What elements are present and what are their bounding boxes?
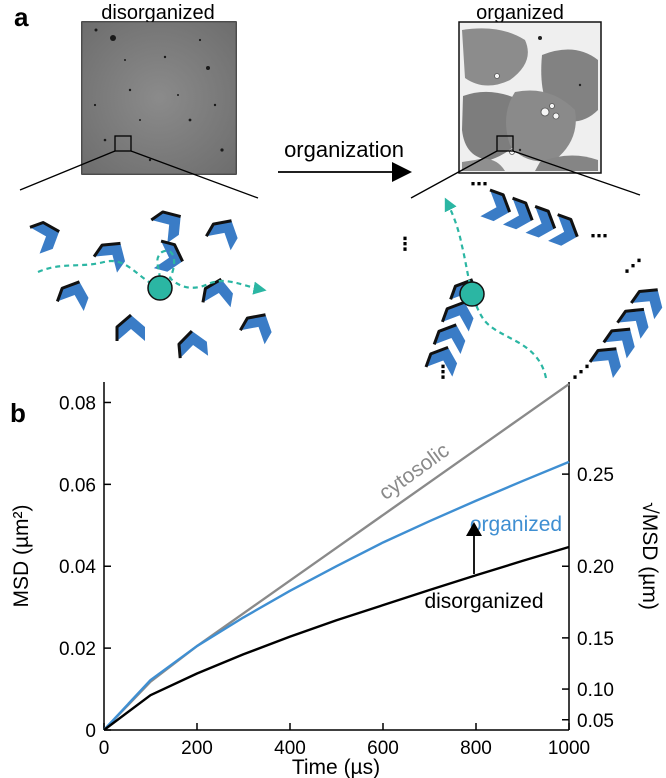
x-tick-label: 0 — [99, 738, 110, 759]
series-label-organized: organized — [470, 513, 562, 536]
increase-arrow-head — [466, 522, 482, 536]
right-micrograph-title: organized — [476, 2, 564, 24]
x-tick-label: 1000 — [548, 738, 590, 759]
disorganized-scene — [28, 203, 280, 360]
zoom-lines — [19, 150, 641, 199]
right-tick-label: 0.15 — [577, 629, 614, 650]
diffusion-path-disorganized — [37, 249, 267, 295]
polymer-dots: ⋯ — [590, 226, 608, 246]
y-tick-label: 0.06 — [59, 475, 96, 496]
disorganized-micrograph — [81, 21, 237, 175]
polymer-dots: ⋰ — [572, 362, 590, 382]
polymer-dots: ⋯ — [470, 174, 488, 194]
organized-micrograph — [458, 21, 602, 174]
right-tick-label: 0.10 — [577, 680, 614, 701]
y-tick-label: 0.02 — [59, 639, 96, 660]
y-tick-label: 0 — [85, 721, 96, 742]
series-line-organized — [103, 460, 570, 731]
panel-b: b 0 200 400 600 800 1000 0 0.02 0.04 0.06 0.08 0.… — [10, 382, 661, 778]
panel-b-label: b — [10, 398, 26, 428]
x-tick-label: 400 — [274, 738, 306, 759]
right-tick-label: 0.20 — [577, 557, 614, 578]
series-line-cytosolic — [103, 383, 570, 731]
msd-chart: 0 200 400 600 800 1000 0 0.02 0.04 0.06 0.08 0.05… — [10, 382, 661, 778]
series-label-disorganized: disorganized — [424, 590, 543, 613]
particle-organized — [459, 281, 485, 307]
polymer-dots: ⋮ — [396, 234, 414, 254]
y-tick-label: 0.04 — [59, 557, 96, 578]
organization-arrow-label: organization — [284, 137, 404, 162]
x-tick-label: 600 — [367, 738, 399, 759]
panel-a: a disorganized organized — [14, 2, 666, 382]
particle-disorganized — [147, 275, 173, 301]
panel-a-label: a — [14, 2, 29, 32]
polymer-dots: ⋰ — [624, 256, 642, 276]
x-tick-label: 800 — [460, 738, 492, 759]
right-tick-label: 0.25 — [577, 465, 614, 486]
series-line-disorganized — [103, 545, 570, 731]
polymer-dots: ⋮ — [434, 362, 452, 382]
organized-scene: ⋯ ⋯ ⋮ ⋮ ⋰ ⋰ — [396, 174, 666, 382]
organization-arrow-head — [392, 162, 412, 182]
series-label-cytosolic: cytosolic — [375, 439, 454, 505]
x-tick-label: 200 — [181, 738, 213, 759]
right-tick-label: 0.05 — [577, 711, 614, 732]
y-axis-title-left: MSD (µm²) — [10, 504, 33, 607]
left-micrograph-title: disorganized — [101, 2, 214, 24]
y-axis-title-right: √MSD (µm) — [638, 502, 661, 610]
diffusion-path-organized — [444, 197, 548, 379]
y-tick-label: 0.08 — [59, 393, 96, 414]
x-axis-title: Time (µs) — [292, 756, 380, 778]
